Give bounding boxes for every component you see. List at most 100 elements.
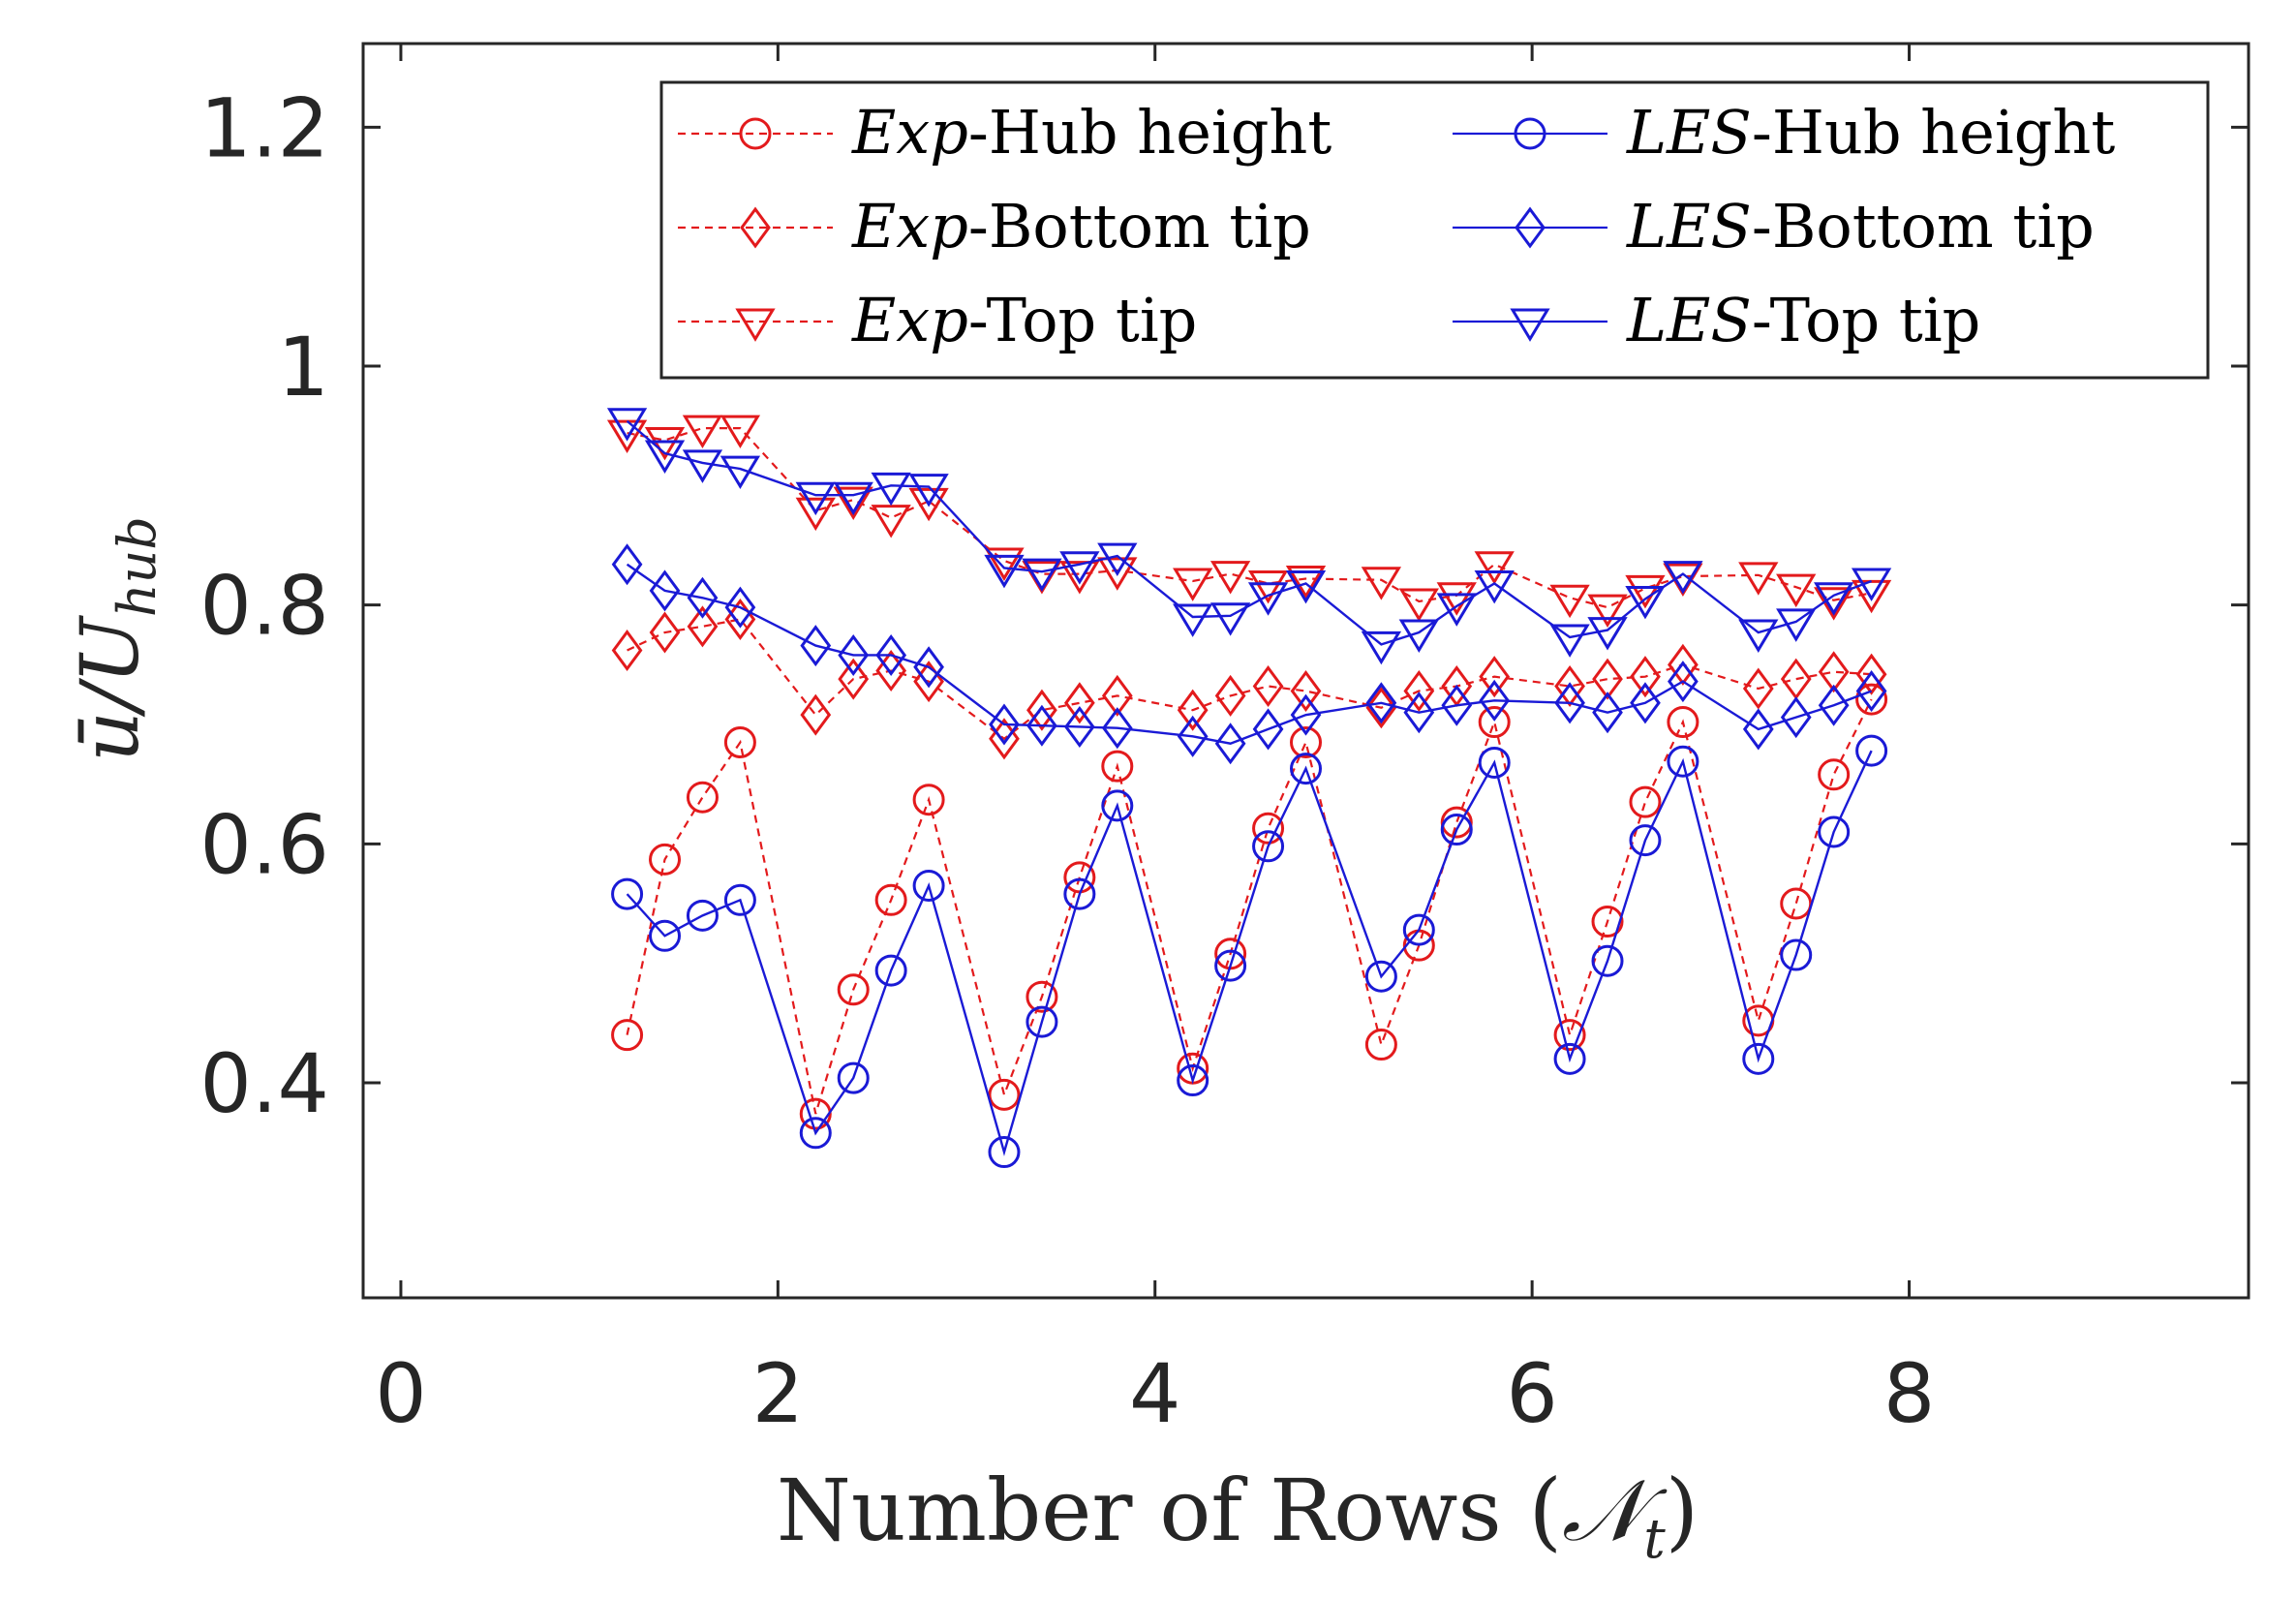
data-point [1440,814,1473,846]
data-point [1173,568,1213,601]
data-point [1252,665,1284,708]
legend-label: LES-Top tip [1626,285,1980,355]
data-point [1402,913,1435,946]
data-point [1630,682,1661,724]
data-point [719,415,761,449]
x-axis-label: Number of Rows (𝒩t) [777,1461,1699,1571]
legend-marker [740,206,771,249]
data-point [838,658,870,700]
data-point [1554,665,1585,708]
y-tick-label: 0.8 [199,559,329,654]
data-point [1177,1064,1209,1097]
legend-entry: LES-Top tip [1453,285,1980,355]
data-point [1668,661,1699,703]
data-point [989,703,1020,746]
data-point [1855,669,1887,712]
legend-entry: Exp-Hub height [678,97,1332,168]
data-point [724,586,756,629]
x-tick-label: 0 [375,1346,426,1441]
data-point [799,1097,832,1130]
data-point [988,1078,1021,1111]
data-point [1776,608,1817,642]
data-point [611,543,643,586]
data-point [1668,643,1699,686]
data-point [1440,806,1473,839]
data-point [1814,582,1854,616]
data-point [606,408,648,442]
series-layer [606,408,1892,1169]
plot-area [361,42,2250,1300]
data-point [1479,656,1511,698]
data-point [875,633,907,676]
data-point [649,919,682,952]
data-point [795,481,836,516]
data-point [1285,566,1327,600]
data-point [1549,624,1590,658]
data-point [1474,551,1515,585]
data-point [1625,574,1666,609]
y-tick-label: 1.2 [199,80,329,175]
data-point [908,487,949,522]
data-point [1059,561,1100,595]
data-point [1818,684,1850,726]
series-les-bottom-tip [611,543,1887,765]
data-point [1851,568,1892,601]
legend-entry: Exp-Bottom tip [678,191,1311,261]
data-point [871,472,911,507]
data-point [1436,593,1477,627]
legend-entry: Exp-Top tip [678,285,1197,355]
data-point [799,1117,832,1150]
data-point [649,843,682,876]
legend-entries: Exp-Hub height LES-Hub height Exp-Bottom t… [678,97,2115,355]
data-point [649,569,681,612]
data-point [1587,594,1628,629]
data-point [1364,960,1397,993]
data-point [838,633,870,676]
data-point [1591,944,1624,977]
data-point [611,1019,644,1052]
data-point [1630,656,1661,698]
data-point [686,899,719,932]
legend-label: Exp-Top tip [851,285,1197,355]
legend-marker [739,117,772,150]
data-point [1214,723,1246,765]
data-point [874,954,907,987]
legend-label: Exp-Bottom tip [851,191,1311,261]
data-point [682,449,723,483]
data-point [1663,561,1703,595]
data-point [1209,561,1251,595]
data-point [1097,557,1138,591]
series-line [626,563,1873,745]
data-point [1101,707,1133,750]
data-point [875,649,907,692]
legend-entry: LES-Bottom tip [1453,191,2095,261]
data-point [1252,830,1285,863]
data-point [1398,588,1439,622]
data-point [1177,715,1209,757]
legend: Exp-Hub height LES-Hub height Exp-Bottom t… [659,80,2210,380]
x-tick-label: 2 [752,1346,804,1441]
data-point [1478,746,1511,779]
data-point [1479,679,1511,722]
data-point [1738,619,1779,653]
data-point [1364,1029,1397,1061]
data-point [1591,906,1624,938]
data-point [984,547,1025,581]
data-point [1592,658,1623,700]
data-point [912,784,945,816]
data-point [723,883,756,916]
data-point [1742,667,1774,710]
data-point [1398,619,1439,653]
data-point [1474,569,1515,604]
data-point [1290,669,1322,712]
data-point [1855,653,1887,695]
data-point [1780,938,1813,971]
data-point [611,630,643,672]
data-point [1553,1042,1586,1075]
data-point [723,726,756,758]
data-point [1441,684,1473,726]
data-point [1742,1042,1775,1075]
axis-ticks: 0 2 4 6 8 0.4 0.6 0.8 1 1.2 [199,44,2249,1441]
data-point [1592,692,1623,734]
data-point [871,505,911,538]
